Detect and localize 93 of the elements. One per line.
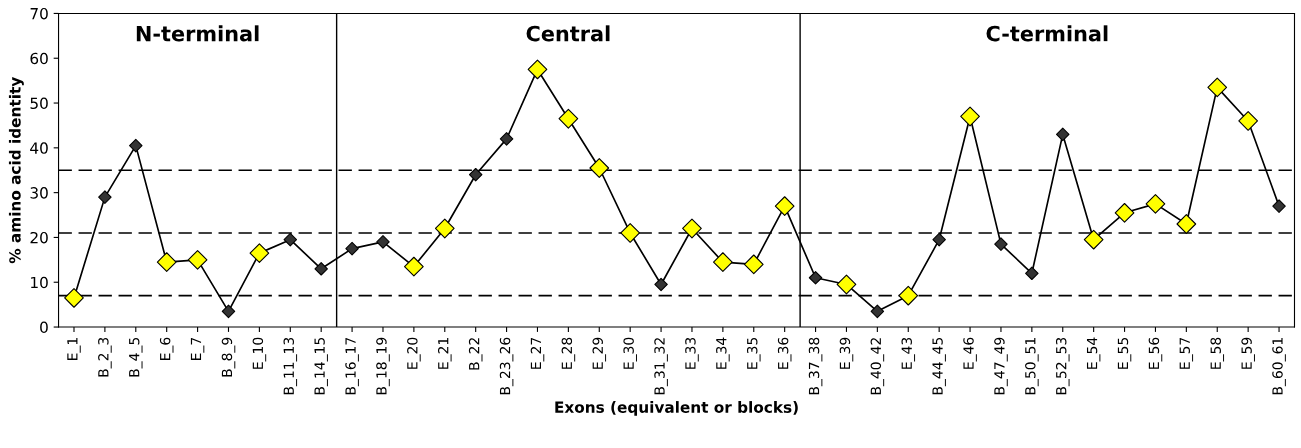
point	[314, 262, 328, 276]
x-tick-label: E_29	[592, 337, 607, 369]
point	[404, 256, 424, 277]
point	[1145, 193, 1166, 214]
x-tick-label: B_16_17	[345, 337, 359, 395]
point	[589, 158, 610, 178]
x-tick-label: B_22	[468, 338, 483, 370]
point	[712, 252, 733, 272]
point	[1025, 266, 1039, 281]
point	[620, 223, 641, 243]
annotation: Central	[526, 25, 610, 42]
point	[64, 288, 84, 308]
y-tick-label: 0	[40, 321, 48, 334]
point	[1055, 127, 1070, 142]
point	[1114, 202, 1135, 223]
point	[345, 241, 359, 256]
x-tick-label: E_30	[623, 337, 637, 369]
point	[527, 59, 548, 80]
point	[774, 196, 795, 216]
x-tick-label: B_50_51	[1025, 338, 1039, 395]
point	[1272, 199, 1286, 213]
x-tick-label: E_1	[67, 338, 81, 360]
x-tick-label: E_6	[159, 337, 174, 360]
x-tick-label: E_36	[777, 337, 792, 369]
x-tick-label: E_55	[1117, 337, 1132, 369]
point	[743, 254, 764, 275]
x-tick-label: B_11_13	[283, 337, 298, 395]
annotation: C-terminal	[986, 25, 1108, 42]
point	[682, 218, 702, 239]
x-tick-label: E_54	[1086, 337, 1101, 369]
point	[249, 243, 270, 263]
point	[898, 285, 919, 306]
x-tick-label: B_52_53	[1055, 337, 1070, 395]
point	[1238, 111, 1259, 131]
point	[129, 138, 143, 153]
point	[932, 232, 946, 247]
x-tick-label: B_31_32	[654, 338, 668, 395]
point	[836, 274, 857, 295]
x-axis-title: Exons (equivalent or blocks)	[555, 401, 798, 416]
y-tick-label: 60	[30, 52, 48, 65]
point	[376, 235, 390, 249]
point	[1176, 214, 1197, 234]
point	[1083, 229, 1104, 250]
x-tick-label: B_37_38	[808, 337, 823, 395]
x-tick-label: E_35	[746, 337, 761, 369]
x-tick-label: B_8_9	[221, 337, 236, 377]
annotation: N-terminal	[136, 25, 259, 42]
x-tick-label: E_7	[190, 337, 205, 360]
x-tick-label: B_14_15	[314, 337, 328, 395]
point	[156, 252, 177, 272]
x-tick-label: E_46	[963, 337, 977, 369]
y-tick-label: 10	[31, 276, 48, 289]
point	[960, 106, 980, 127]
point	[434, 218, 455, 239]
x-tick-label: B_44_45	[932, 337, 946, 395]
x-tick-label: E_33	[685, 337, 699, 369]
x-tick-label: B_18_19	[376, 337, 390, 395]
x-tick-label: E_59	[1241, 337, 1255, 369]
point	[558, 108, 579, 129]
x-tick-label: E_28	[561, 337, 576, 369]
y-tick-label: 30	[30, 187, 48, 199]
x-tick-label: E_57	[1179, 337, 1194, 369]
y-axis-title: % amino acid identity	[8, 77, 24, 264]
point	[98, 190, 112, 204]
y-tick-label: 70	[30, 7, 48, 20]
x-tick-label: E_20	[407, 337, 421, 369]
x-tick-label: E_58	[1210, 337, 1225, 369]
y-tick-label: 20	[30, 231, 48, 244]
point	[994, 237, 1008, 251]
point	[221, 304, 236, 319]
x-tick-label: E_10	[252, 337, 267, 369]
y-tick-label: 40	[30, 142, 48, 154]
point	[808, 270, 823, 285]
x-tick-label: B_2_3	[98, 337, 112, 377]
point	[870, 304, 885, 319]
point	[654, 277, 668, 292]
x-tick-label: E_21	[437, 338, 452, 369]
x-tick-label: E_27	[530, 337, 545, 369]
point	[283, 232, 298, 247]
x-tick-label: E_56	[1148, 337, 1163, 369]
x-tick-label: E_43	[901, 337, 916, 369]
x-tick-label: E_39	[839, 337, 854, 369]
y-tick-label: 50	[30, 97, 48, 110]
point	[499, 132, 514, 146]
x-tick-label: B_47_49	[994, 337, 1008, 395]
point	[468, 167, 483, 182]
x-tick-label: B_23_26	[499, 337, 514, 395]
x-tick-label: E_34	[716, 337, 730, 369]
point	[1207, 77, 1228, 98]
x-tick-label: B_60_61	[1272, 338, 1286, 395]
x-tick-label: B_4_5	[129, 337, 143, 377]
x-tick-label: B_40_42	[870, 338, 885, 395]
point	[187, 249, 208, 270]
